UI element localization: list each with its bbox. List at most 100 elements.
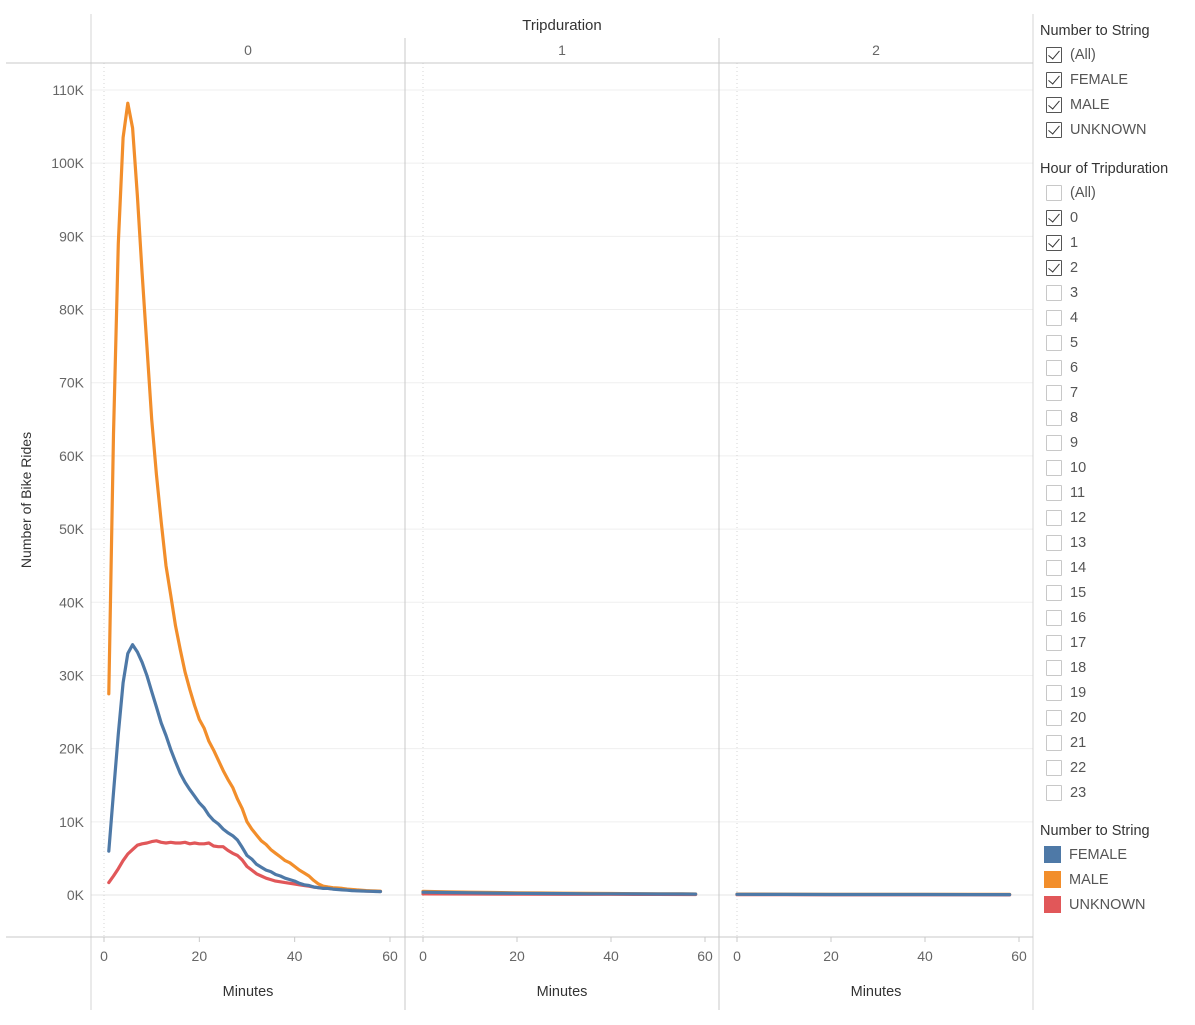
checkbox[interactable] — [1046, 734, 1062, 751]
checkbox[interactable] — [1046, 484, 1062, 501]
filter-option-label: 11 — [1070, 484, 1086, 501]
legend-item-male[interactable]: MALE — [1040, 867, 1190, 892]
filter-option-hour-12[interactable]: 12 — [1040, 505, 1190, 530]
filter-option-hour-16[interactable]: 16 — [1040, 605, 1190, 630]
checkbox[interactable] — [1046, 259, 1062, 276]
y-tick-label: 50K — [59, 521, 85, 537]
filter-option-hour-19[interactable]: 19 — [1040, 680, 1190, 705]
filter-option-hour-20[interactable]: 20 — [1040, 705, 1190, 730]
legend-item-unknown[interactable]: UNKNOWN — [1040, 892, 1190, 917]
y-tick-label: 100K — [51, 155, 84, 171]
checkbox[interactable] — [1046, 96, 1062, 113]
filter-option-label: 6 — [1070, 359, 1079, 376]
checkbox[interactable] — [1046, 509, 1062, 526]
filter-option-hour-7[interactable]: 7 — [1040, 380, 1190, 405]
checkbox[interactable] — [1046, 234, 1062, 251]
checkbox[interactable] — [1046, 71, 1062, 88]
filter-option-hour-9[interactable]: 9 — [1040, 430, 1190, 455]
x-tick-label: 40 — [287, 948, 303, 964]
checkbox[interactable] — [1046, 459, 1062, 476]
filter-option-gender-female[interactable]: FEMALE — [1040, 67, 1190, 92]
legend-swatch — [1044, 896, 1061, 913]
legend-title: Number to String — [1040, 823, 1150, 839]
checkbox[interactable] — [1046, 759, 1062, 776]
filter-option-hour-3[interactable]: 3 — [1040, 280, 1190, 305]
checkbox[interactable] — [1046, 609, 1062, 626]
filter-option-label: 15 — [1070, 584, 1087, 601]
x-tick-label: 60 — [382, 948, 398, 964]
filter-option-label: 12 — [1070, 509, 1087, 526]
x-axis-label: Minutes — [537, 984, 588, 1000]
y-tick-label: 0K — [67, 887, 85, 903]
filter-option-hour-8[interactable]: 8 — [1040, 405, 1190, 430]
checkbox[interactable] — [1046, 409, 1062, 426]
filter-option-label: 1 — [1070, 234, 1079, 251]
filter-option-hour-17[interactable]: 17 — [1040, 630, 1190, 655]
series-line-female-panel-1[interactable] — [421, 890, 698, 896]
filter-option-hour-10[interactable]: 10 — [1040, 455, 1190, 480]
checkbox[interactable] — [1046, 584, 1062, 601]
filter-option-label: (All) — [1070, 184, 1096, 201]
legend-label: UNKNOWN — [1069, 896, 1146, 913]
legend-swatch — [1044, 871, 1061, 888]
filter-option-label: 8 — [1070, 409, 1079, 426]
filter-option-hour-2[interactable]: 2 — [1040, 255, 1190, 280]
checkbox[interactable] — [1046, 434, 1062, 451]
filter-option-label: 3 — [1070, 284, 1079, 301]
filter-option-hour-0[interactable]: 0 — [1040, 205, 1190, 230]
checkbox[interactable] — [1046, 709, 1062, 726]
checkbox[interactable] — [1046, 209, 1062, 226]
filter-option-hour-1[interactable]: 1 — [1040, 230, 1190, 255]
checkbox[interactable] — [1046, 334, 1062, 351]
checkbox[interactable] — [1046, 46, 1062, 63]
filter-option-hour-11[interactable]: 11 — [1040, 480, 1190, 505]
filter-option-hour-15[interactable]: 15 — [1040, 580, 1190, 605]
filter-option-gender-male[interactable]: MALE — [1040, 92, 1190, 117]
y-tick-label: 40K — [59, 594, 85, 610]
x-tick-label: 20 — [509, 948, 525, 964]
y-tick-label: 90K — [59, 228, 85, 244]
y-tick-label: 20K — [59, 741, 85, 757]
filter-option-gender-all[interactable]: (All) — [1040, 42, 1190, 67]
checkbox[interactable] — [1046, 284, 1062, 301]
series-line-male-panel-0[interactable] — [107, 101, 383, 893]
y-tick-label: 110K — [52, 82, 84, 98]
filter-option-label: 0 — [1070, 209, 1079, 226]
checkbox[interactable] — [1046, 634, 1062, 651]
filter-option-label: 21 — [1070, 734, 1087, 751]
x-tick-label: 0 — [733, 948, 741, 964]
series-line-female-panel-0[interactable] — [107, 643, 383, 894]
filter-option-hour-18[interactable]: 18 — [1040, 655, 1190, 680]
legend-item-female[interactable]: FEMALE — [1040, 842, 1190, 867]
filter-option-label: 17 — [1070, 634, 1087, 651]
filter-option-label: 9 — [1070, 434, 1079, 451]
checkbox[interactable] — [1046, 309, 1062, 326]
filter-option-hour-5[interactable]: 5 — [1040, 330, 1190, 355]
checkbox[interactable] — [1046, 359, 1062, 376]
x-tick-label: 0 — [100, 948, 108, 964]
filter-option-hour-21[interactable]: 21 — [1040, 730, 1190, 755]
checkbox[interactable] — [1046, 184, 1062, 201]
filter-option-hour-23[interactable]: 23 — [1040, 780, 1190, 805]
filter-option-hour-6[interactable]: 6 — [1040, 355, 1190, 380]
filter-option-label: 22 — [1070, 759, 1087, 776]
x-tick-label: 60 — [697, 948, 713, 964]
filter-option-label: FEMALE — [1070, 71, 1129, 88]
checkbox[interactable] — [1046, 659, 1062, 676]
checkbox[interactable] — [1046, 384, 1062, 401]
gender-filter: Number to String (All) FEMALE MALE UNKNOWN — [1040, 20, 1190, 142]
panel-header: 1 — [558, 42, 566, 58]
filter-option-hour-13[interactable]: 13 — [1040, 530, 1190, 555]
filter-option-hour-all[interactable]: (All) — [1040, 180, 1190, 205]
hour-filter-items: (All) 0 1 2 3 4 5 6 7 8 9 10 11 12 13 14 15 16 17 18 19 20 21 2… — [1040, 180, 1190, 805]
checkbox[interactable] — [1046, 784, 1062, 801]
checkbox[interactable] — [1046, 534, 1062, 551]
filter-option-gender-unknown[interactable]: UNKNOWN — [1040, 117, 1190, 142]
checkbox[interactable] — [1046, 559, 1062, 576]
checkbox[interactable] — [1046, 121, 1062, 138]
filter-option-hour-4[interactable]: 4 — [1040, 305, 1190, 330]
filter-option-hour-22[interactable]: 22 — [1040, 755, 1190, 780]
filter-option-label: 13 — [1070, 534, 1087, 551]
filter-option-hour-14[interactable]: 14 — [1040, 555, 1190, 580]
checkbox[interactable] — [1046, 684, 1062, 701]
